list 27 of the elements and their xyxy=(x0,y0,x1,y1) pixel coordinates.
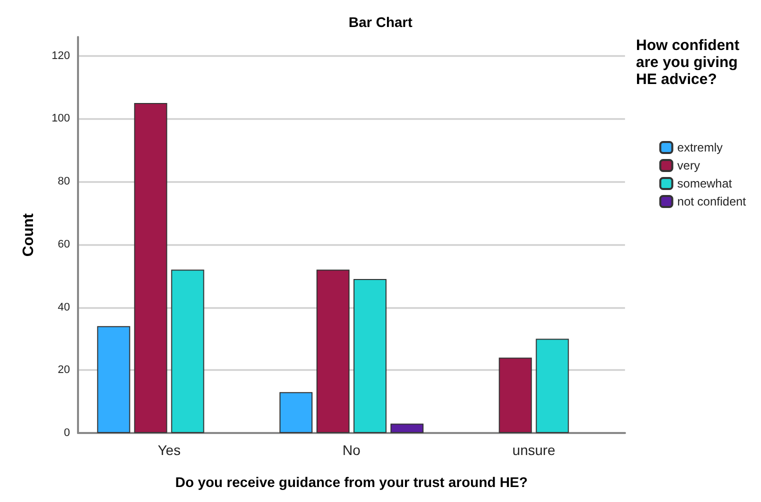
legend-label: somewhat xyxy=(677,176,733,190)
y-tick-label: 120 xyxy=(52,50,70,62)
x-tick-label: unsure xyxy=(512,442,556,458)
bar xyxy=(134,103,168,433)
x-axis-title: Do you receive guidance from your trust around HE? xyxy=(175,474,528,490)
y-tick-label: 20 xyxy=(58,364,70,376)
bar xyxy=(536,338,569,433)
y-axis-title: Count xyxy=(20,213,37,257)
x-tick-label: Yes xyxy=(158,442,181,458)
legend-label: not confident xyxy=(677,194,747,208)
y-tick-label: 0 xyxy=(64,427,70,439)
legend-title: How confident are you giving HE advice? xyxy=(636,37,744,88)
bar xyxy=(279,392,313,433)
bar xyxy=(498,358,532,433)
bar xyxy=(97,326,130,433)
y-tick-label: 100 xyxy=(52,112,70,125)
bar xyxy=(171,270,204,433)
y-tick-label: 60 xyxy=(58,238,70,250)
x-tick-label: No xyxy=(342,442,361,458)
bar xyxy=(316,270,350,433)
legend-label: extremly xyxy=(677,140,723,154)
chart-title: Bar Chart xyxy=(348,14,413,30)
y-tick-label: 80 xyxy=(58,176,70,188)
legend-label: very xyxy=(677,158,700,172)
y-tick-label: 40 xyxy=(58,301,70,314)
bar xyxy=(390,424,424,433)
bar xyxy=(353,279,387,433)
